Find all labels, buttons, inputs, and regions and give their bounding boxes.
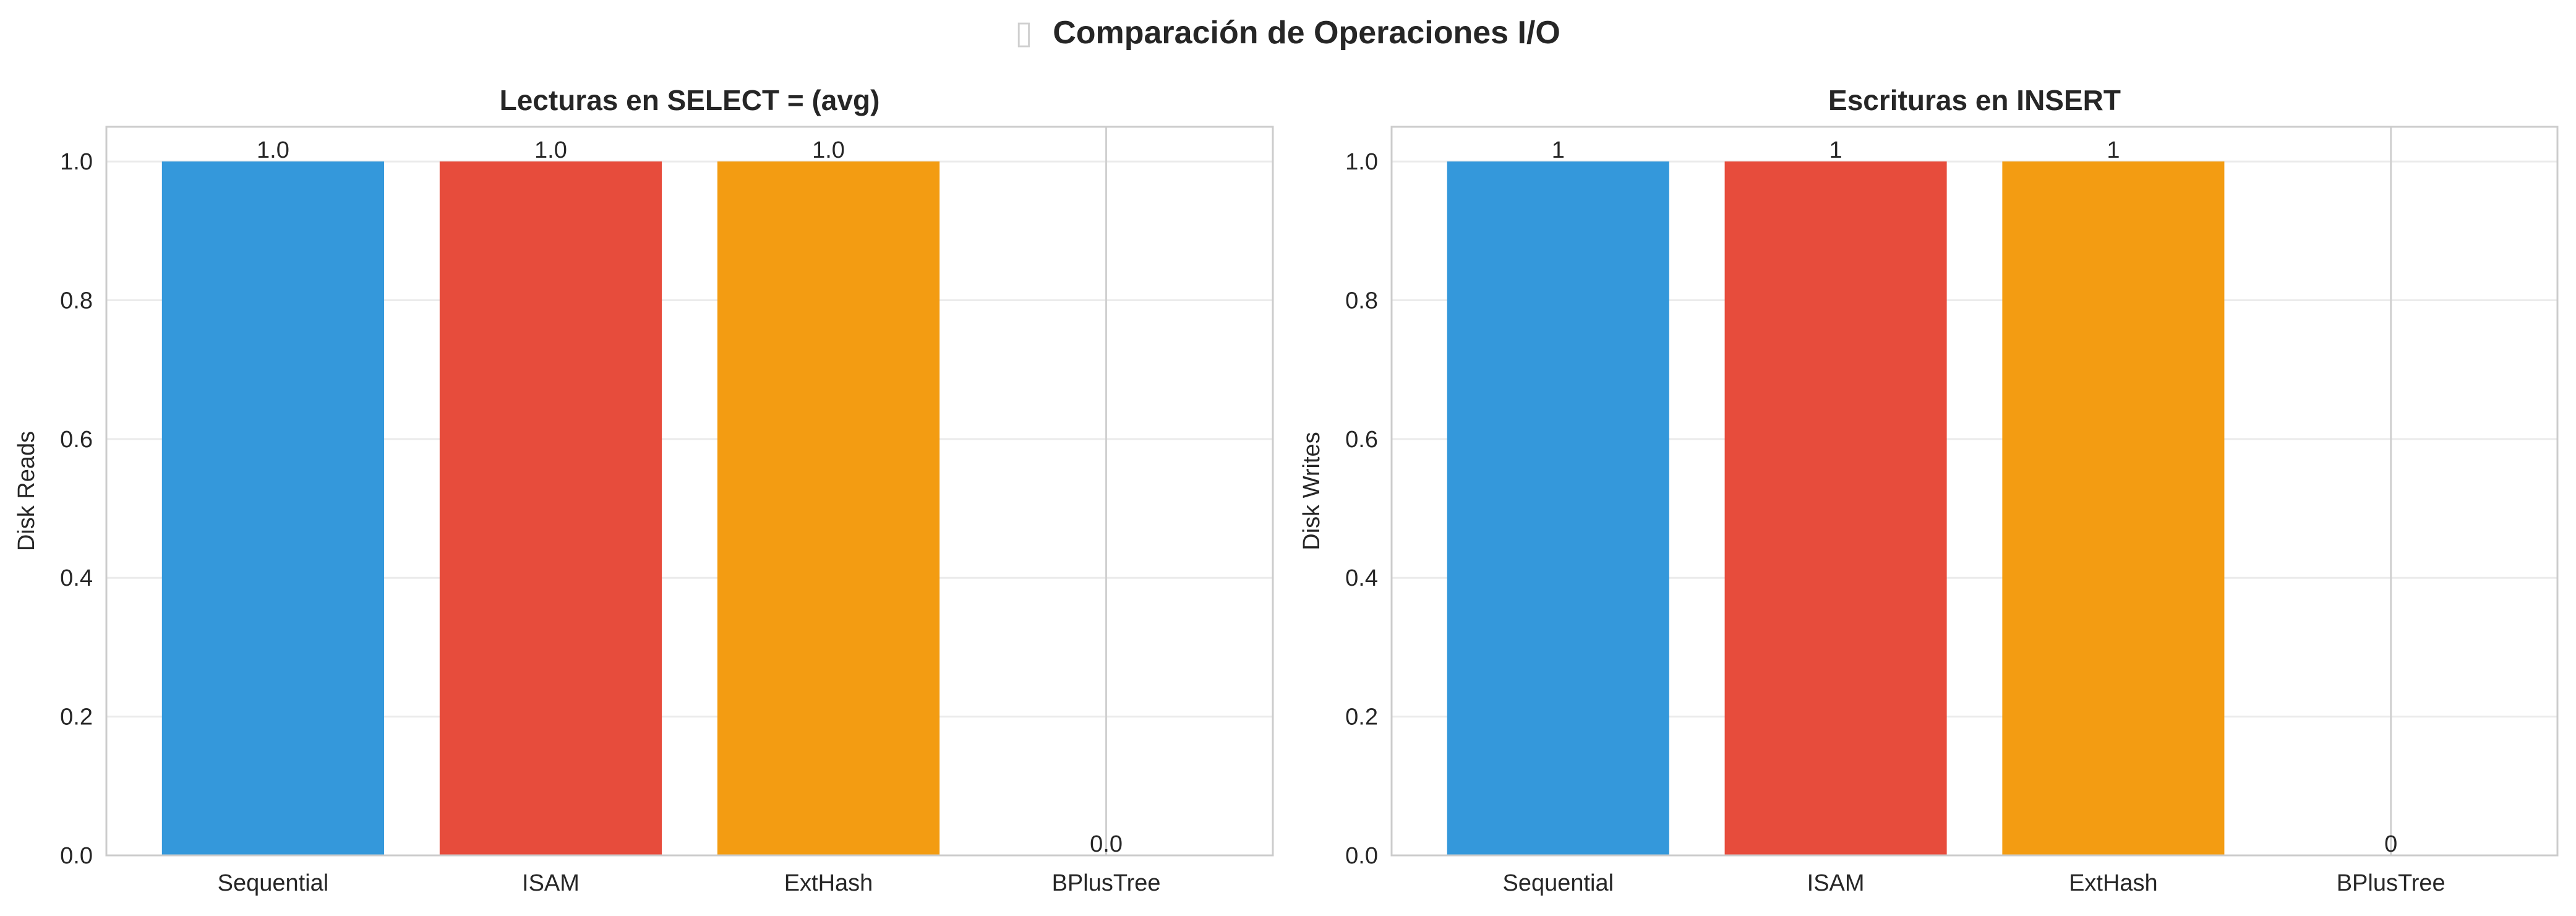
reads-ytick-label: 0.2 xyxy=(60,704,93,730)
reads-value-label: 1.0 xyxy=(534,137,567,163)
missing-glyph-icon: ▯ xyxy=(1015,14,1033,51)
writes-bar-exthash xyxy=(2002,161,2225,856)
reads-ytick-label: 1.0 xyxy=(60,149,93,175)
writes-value-label: 0 xyxy=(2384,831,2397,857)
writes-ytick-label: 0.6 xyxy=(1345,427,1378,453)
reads-bar-exthash xyxy=(717,161,940,856)
writes-ytick-label: 0.2 xyxy=(1345,704,1378,730)
reads-chart-title: Lecturas en SELECT = (avg) xyxy=(500,84,880,116)
reads-ytick-label: 0.6 xyxy=(60,427,93,453)
reads-bar-isam xyxy=(439,161,662,856)
reads-bar-sequential xyxy=(161,161,385,856)
reads-axes-frame xyxy=(105,126,1274,857)
writes-ytick-label: 1.0 xyxy=(1345,149,1378,175)
chart-disk-writes: 1 1 1 0 0.0 0.2 0.4 0.6 0.8 1.0 Sequential ISAM ExtH… xyxy=(1299,84,2559,896)
chart-disk-reads: 1.0 1.0 1.0 0.0 0.0 0.2 0.4 0.6 0.8 1.0 Sequential… xyxy=(14,84,1274,896)
writes-ytick-label: 0.4 xyxy=(1345,565,1378,591)
reads-xtick-label: BPlusTree xyxy=(1052,870,1161,896)
writes-y-axis-label: Disk Writes xyxy=(1299,432,1325,550)
writes-xtick-label: Sequential xyxy=(1502,870,1614,896)
reads-ytick-label: 0.8 xyxy=(60,288,93,314)
figure-title-text: Comparación de Operaciones I/O xyxy=(1053,15,1560,51)
reads-xtick-label: ISAM xyxy=(522,870,580,896)
reads-value-label: 1.0 xyxy=(812,137,845,163)
writes-chart-title: Escrituras en INSERT xyxy=(1828,84,2121,116)
reads-xtick-label: ExtHash xyxy=(784,870,873,896)
reads-ytick-label: 0.0 xyxy=(60,843,93,869)
reads-y-axis-label: Disk Reads xyxy=(14,431,40,551)
reads-xtick-label: Sequential xyxy=(218,870,329,896)
writes-ytick-label: 0.0 xyxy=(1345,843,1378,869)
writes-xtick-label: ExtHash xyxy=(2069,870,2158,896)
writes-value-label: 1 xyxy=(2107,137,2120,163)
reads-ytick-label: 0.4 xyxy=(60,565,93,591)
writes-value-label: 1 xyxy=(1829,137,1842,163)
writes-value-label: 1 xyxy=(1552,137,1565,163)
reads-value-label: 1.0 xyxy=(257,137,289,163)
writes-axes-frame xyxy=(1390,126,2559,857)
writes-ytick-label: 0.8 xyxy=(1345,288,1378,314)
writes-xtick-label: BPlusTree xyxy=(2337,870,2445,896)
reads-value-label: 0.0 xyxy=(1090,831,1123,857)
writes-bar-isam xyxy=(1724,161,1947,856)
writes-bar-sequential xyxy=(1447,161,1669,856)
figure-title: ▯ Comparación de Operaciones I/O xyxy=(1015,14,1560,51)
writes-xtick-label: ISAM xyxy=(1807,870,1865,896)
